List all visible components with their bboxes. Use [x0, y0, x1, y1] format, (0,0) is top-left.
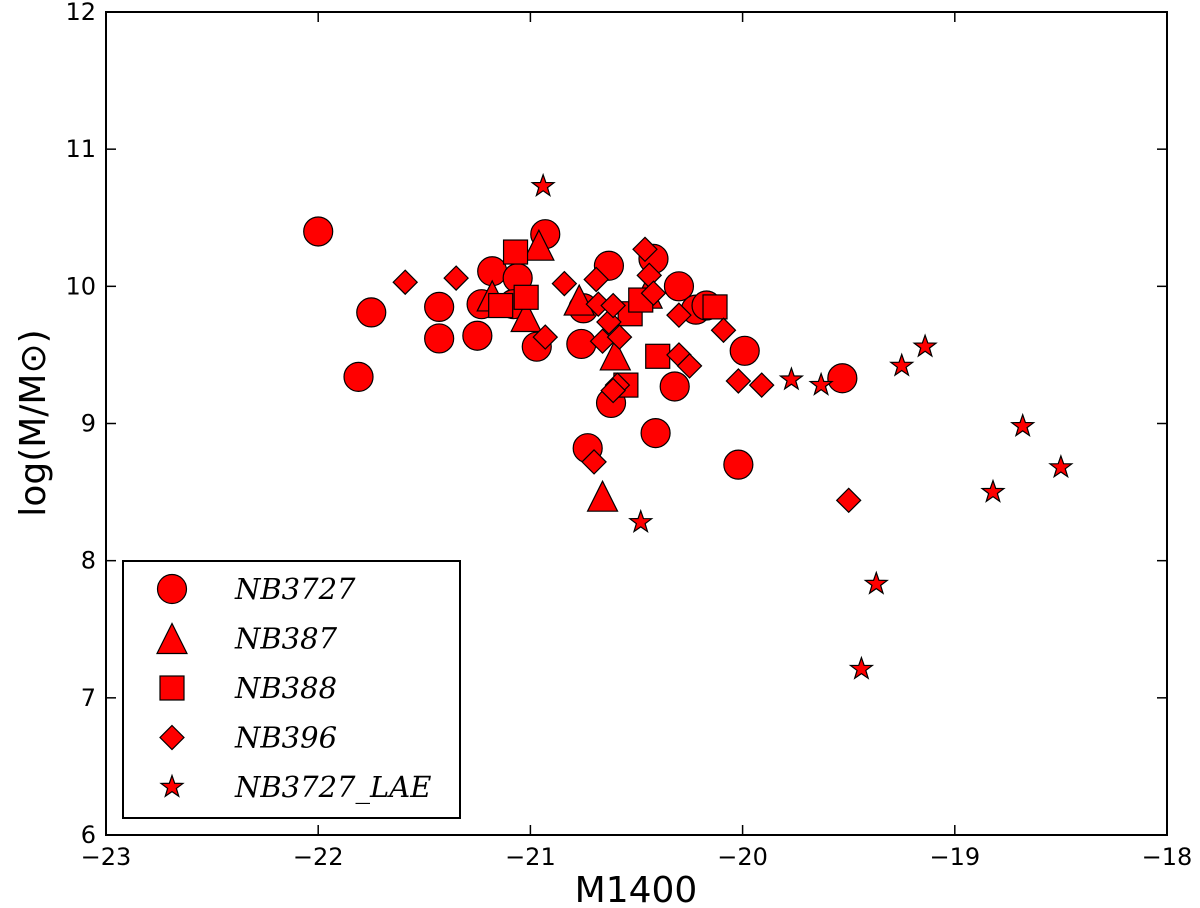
data-point-star-4	[889, 352, 915, 377]
y-tick-label: 12	[65, 0, 96, 26]
data-point-star-1	[628, 508, 654, 534]
data-point-star-2	[778, 366, 805, 391]
legend-marker-square	[159, 675, 185, 701]
data-point-circle-2	[356, 297, 387, 328]
legend-marker-triangle	[156, 622, 188, 655]
y-tick-label: 7	[81, 684, 96, 712]
data-point-diamond-4	[583, 266, 610, 293]
data-point-circle-23	[729, 335, 760, 366]
data-point-diamond-11	[600, 377, 627, 404]
data-point-circle-19	[659, 371, 690, 402]
data-point-diamond-2	[532, 324, 559, 350]
data-point-star-0	[530, 172, 556, 197]
plot-frame	[105, 11, 1168, 836]
data-point-circle-18	[640, 418, 671, 449]
data-point-star-8	[980, 478, 1006, 503]
legend-marker-star	[159, 773, 185, 798]
legend: NB3727 NB387 NB388 NB396 NB3727_LAE	[122, 560, 461, 819]
data-point-diamond-9	[606, 324, 633, 350]
legend-marker-circle	[156, 573, 188, 605]
data-point-circle-20	[663, 271, 695, 302]
data-point-circle-3	[424, 291, 455, 323]
data-point-diamond-21	[748, 372, 775, 398]
data-point-triangle-3	[563, 283, 596, 316]
x-tick-label: −21	[505, 843, 556, 871]
tick-labels: −23 −22 −21 −20 −19 −18 6 7 8 9 10 11 12	[65, 0, 1192, 871]
data-point-diamond-12	[581, 449, 607, 475]
x-tick-label: −23	[81, 843, 132, 871]
legend-label-4: NB3727_LAE	[234, 770, 431, 805]
y-tick-label: 11	[65, 135, 96, 163]
data-point-triangle-1	[510, 300, 543, 333]
legend-label-0: NB3727	[234, 572, 356, 606]
legend-label-3: NB396	[234, 721, 337, 755]
data-point-square-6	[702, 294, 728, 320]
legend-label-1: NB387	[234, 622, 338, 656]
x-tick-label: −22	[293, 843, 344, 871]
data-point-circle-5	[462, 320, 493, 351]
data-point-circle-1	[343, 361, 374, 392]
x-tick-label: −18	[1142, 843, 1193, 871]
y-tick-label: 6	[81, 821, 96, 849]
data-point-square-1	[488, 292, 514, 319]
data-point-diamond-13	[632, 236, 658, 263]
x-axis-label: M1400	[575, 870, 698, 908]
y-tick-label: 10	[65, 272, 96, 300]
data-point-star-10	[1048, 454, 1074, 479]
data-point-square-2	[513, 284, 539, 310]
data-point-star-7	[848, 655, 875, 680]
data-point-circle-24	[723, 449, 754, 480]
legend-marker-diamond	[159, 724, 185, 751]
data-point-diamond-16	[666, 302, 692, 328]
y-axis-label: log(M/M⊙)	[13, 329, 54, 516]
data-point-diamond-8	[600, 292, 627, 319]
data-point-triangle-2	[522, 228, 555, 261]
data-point-diamond-1	[443, 265, 469, 291]
data-point-square-0	[502, 239, 529, 265]
data-point-star-5	[912, 333, 938, 358]
data-point-circle-0	[303, 216, 334, 247]
data-point-star-3	[808, 371, 834, 396]
data-point-circle-13	[566, 328, 597, 360]
legend-label-2: NB388	[234, 671, 337, 705]
data-point-diamond-18	[676, 353, 703, 379]
data-point-diamond-22	[835, 487, 862, 514]
x-tick-label: −19	[929, 843, 980, 871]
data-point-diamond-15	[640, 280, 667, 307]
data-point-diamond-20	[725, 368, 752, 394]
data-point-circle-25	[827, 363, 858, 394]
x-tick-label: −20	[717, 843, 768, 871]
data-point-circle-4	[424, 323, 455, 354]
data-point-diamond-19	[710, 317, 737, 344]
data-point-triangle-5	[586, 479, 619, 512]
data-point-star-9	[1010, 412, 1036, 438]
data-markers	[303, 172, 1074, 680]
data-point-triangle-4	[599, 338, 632, 371]
data-point-square-5	[645, 343, 671, 369]
y-tick-label: 9	[81, 410, 96, 438]
y-tick-label: 8	[81, 547, 96, 575]
data-point-star-6	[863, 570, 889, 595]
data-point-diamond-0	[392, 269, 419, 296]
data-point-diamond-3	[551, 270, 578, 297]
